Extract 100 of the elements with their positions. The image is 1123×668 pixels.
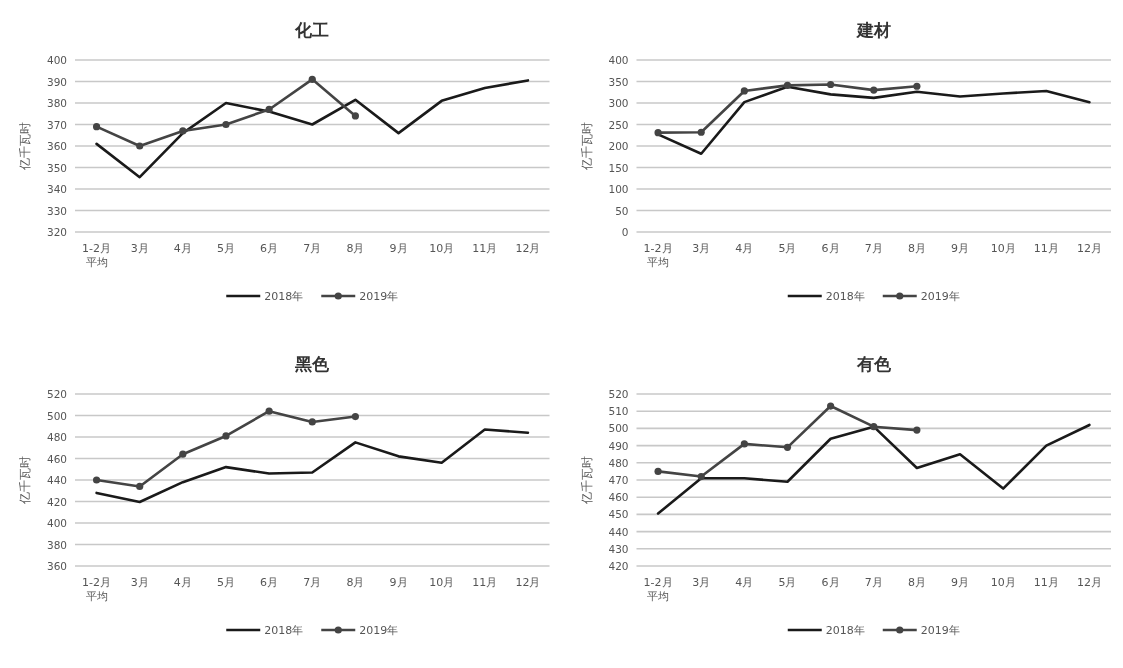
- y-tick-label: 420: [608, 560, 629, 572]
- y-tick-label: 470: [608, 474, 629, 486]
- y-tick-label: 380: [46, 97, 67, 109]
- point: [870, 86, 878, 94]
- x-tick-label: 9月: [951, 576, 970, 589]
- legend-label: 2018年: [825, 290, 865, 303]
- point: [222, 120, 230, 129]
- y-tick-label: 480: [46, 431, 67, 443]
- y-tick-label: 300: [608, 97, 629, 109]
- point: [308, 75, 316, 83]
- point: [913, 426, 921, 434]
- line-series: [95, 79, 530, 179]
- point: [351, 412, 359, 421]
- x-tick-label: 1-2月平均: [643, 242, 673, 269]
- chart-title: 建材: [854, 20, 891, 40]
- y-axis-title: 亿千瓦时: [579, 122, 594, 171]
- x-tick-label: 10月: [429, 242, 455, 255]
- x-tick-label: 5月: [216, 576, 235, 589]
- chart-title: 黑色: [294, 354, 331, 374]
- x-tick-label: 7月: [864, 242, 883, 255]
- x-tick-label: 6月: [821, 576, 840, 589]
- x-tick-label: 3月: [692, 576, 711, 589]
- chart-title: 有色: [855, 354, 892, 374]
- x-tick-label: 11月: [1033, 576, 1059, 589]
- y-tick-label: 420: [46, 495, 67, 508]
- y-tick-label: 460: [46, 452, 67, 465]
- point: [92, 476, 101, 484]
- y-tick-label: 440: [608, 525, 629, 538]
- y-tick-label: 400: [46, 54, 67, 66]
- y-tick-label: 490: [608, 439, 629, 452]
- x-tick-label: 10月: [990, 242, 1016, 255]
- point: [179, 127, 187, 135]
- x-tick-label: 8月: [907, 576, 926, 589]
- point: [136, 142, 144, 150]
- point: [351, 112, 359, 120]
- point: [265, 105, 273, 114]
- x-tick-label: 3月: [130, 576, 149, 589]
- x-tick-label: 11月: [472, 242, 498, 255]
- y-tick-label: 460: [608, 491, 629, 504]
- x-tick-label: 11月: [472, 576, 498, 589]
- y-tick-label: 400: [608, 54, 629, 66]
- legend-label: 2019年: [920, 624, 960, 637]
- y-axis-title: 亿千瓦时: [579, 456, 594, 505]
- point: [222, 432, 230, 440]
- legend-label: 2018年: [264, 290, 304, 303]
- x-tick-label: 1-2月平均: [82, 242, 112, 269]
- y-tick-label: 360: [46, 560, 67, 572]
- y-tick-label: 500: [608, 422, 629, 435]
- y-tick-label: 250: [608, 118, 629, 131]
- y-tick-label: 200: [608, 140, 629, 152]
- x-tick-label: 9月: [389, 242, 408, 255]
- point: [783, 81, 792, 89]
- point: [827, 402, 835, 410]
- y-tick-label: 350: [46, 161, 67, 174]
- point: [179, 450, 187, 458]
- x-tick-label: 6月: [260, 576, 279, 589]
- legend-label: 2018年: [825, 624, 865, 637]
- x-tick-label: 4月: [173, 576, 192, 589]
- legend-label: 2018年: [264, 624, 304, 637]
- x-tick-label: 9月: [389, 576, 408, 589]
- y-tick-label: 480: [608, 456, 629, 469]
- y-tick-label: 500: [46, 409, 67, 422]
- point: [136, 482, 144, 491]
- line-series: [656, 423, 1091, 515]
- point: [308, 418, 316, 426]
- y-tick-label: 390: [46, 75, 67, 88]
- point: [740, 440, 748, 448]
- point: [654, 129, 662, 137]
- y-tick-label: 380: [46, 538, 67, 551]
- y-tick-label: 350: [608, 75, 629, 88]
- y-tick-label: 520: [46, 388, 67, 400]
- point: [697, 128, 705, 136]
- point: [654, 467, 662, 475]
- x-tick-label: 11月: [1033, 242, 1059, 255]
- x-tick-label: 1-2月平均: [643, 576, 673, 603]
- legend-label: 2019年: [359, 624, 399, 637]
- y-tick-label: 520: [608, 388, 629, 400]
- x-tick-label: 4月: [735, 576, 754, 589]
- legend-label: 2019年: [359, 290, 399, 303]
- y-tick-label: 330: [46, 204, 67, 217]
- y-tick-label: 510: [608, 405, 629, 418]
- y-tick-label: 400: [46, 517, 67, 529]
- x-tick-label: 3月: [692, 242, 711, 255]
- x-tick-label: 5月: [778, 576, 797, 589]
- x-tick-label: 5月: [216, 242, 235, 255]
- point: [827, 80, 835, 89]
- x-tick-label: 12月: [1076, 576, 1102, 589]
- chart-title: 化工: [294, 20, 330, 40]
- x-tick-label: 3月: [130, 242, 149, 255]
- y-axis-title: 亿千瓦时: [18, 456, 32, 505]
- x-tick-label: 10月: [990, 576, 1016, 589]
- x-tick-label: 8月: [346, 576, 365, 589]
- x-tick-label: 6月: [821, 242, 840, 255]
- point: [870, 423, 878, 431]
- point: [783, 443, 792, 451]
- y-tick-label: 320: [46, 226, 67, 238]
- x-tick-label: 7月: [864, 576, 883, 589]
- x-tick-label: 12月: [1076, 242, 1102, 255]
- y-tick-label: 360: [46, 140, 67, 152]
- x-tick-label: 12月: [515, 242, 541, 255]
